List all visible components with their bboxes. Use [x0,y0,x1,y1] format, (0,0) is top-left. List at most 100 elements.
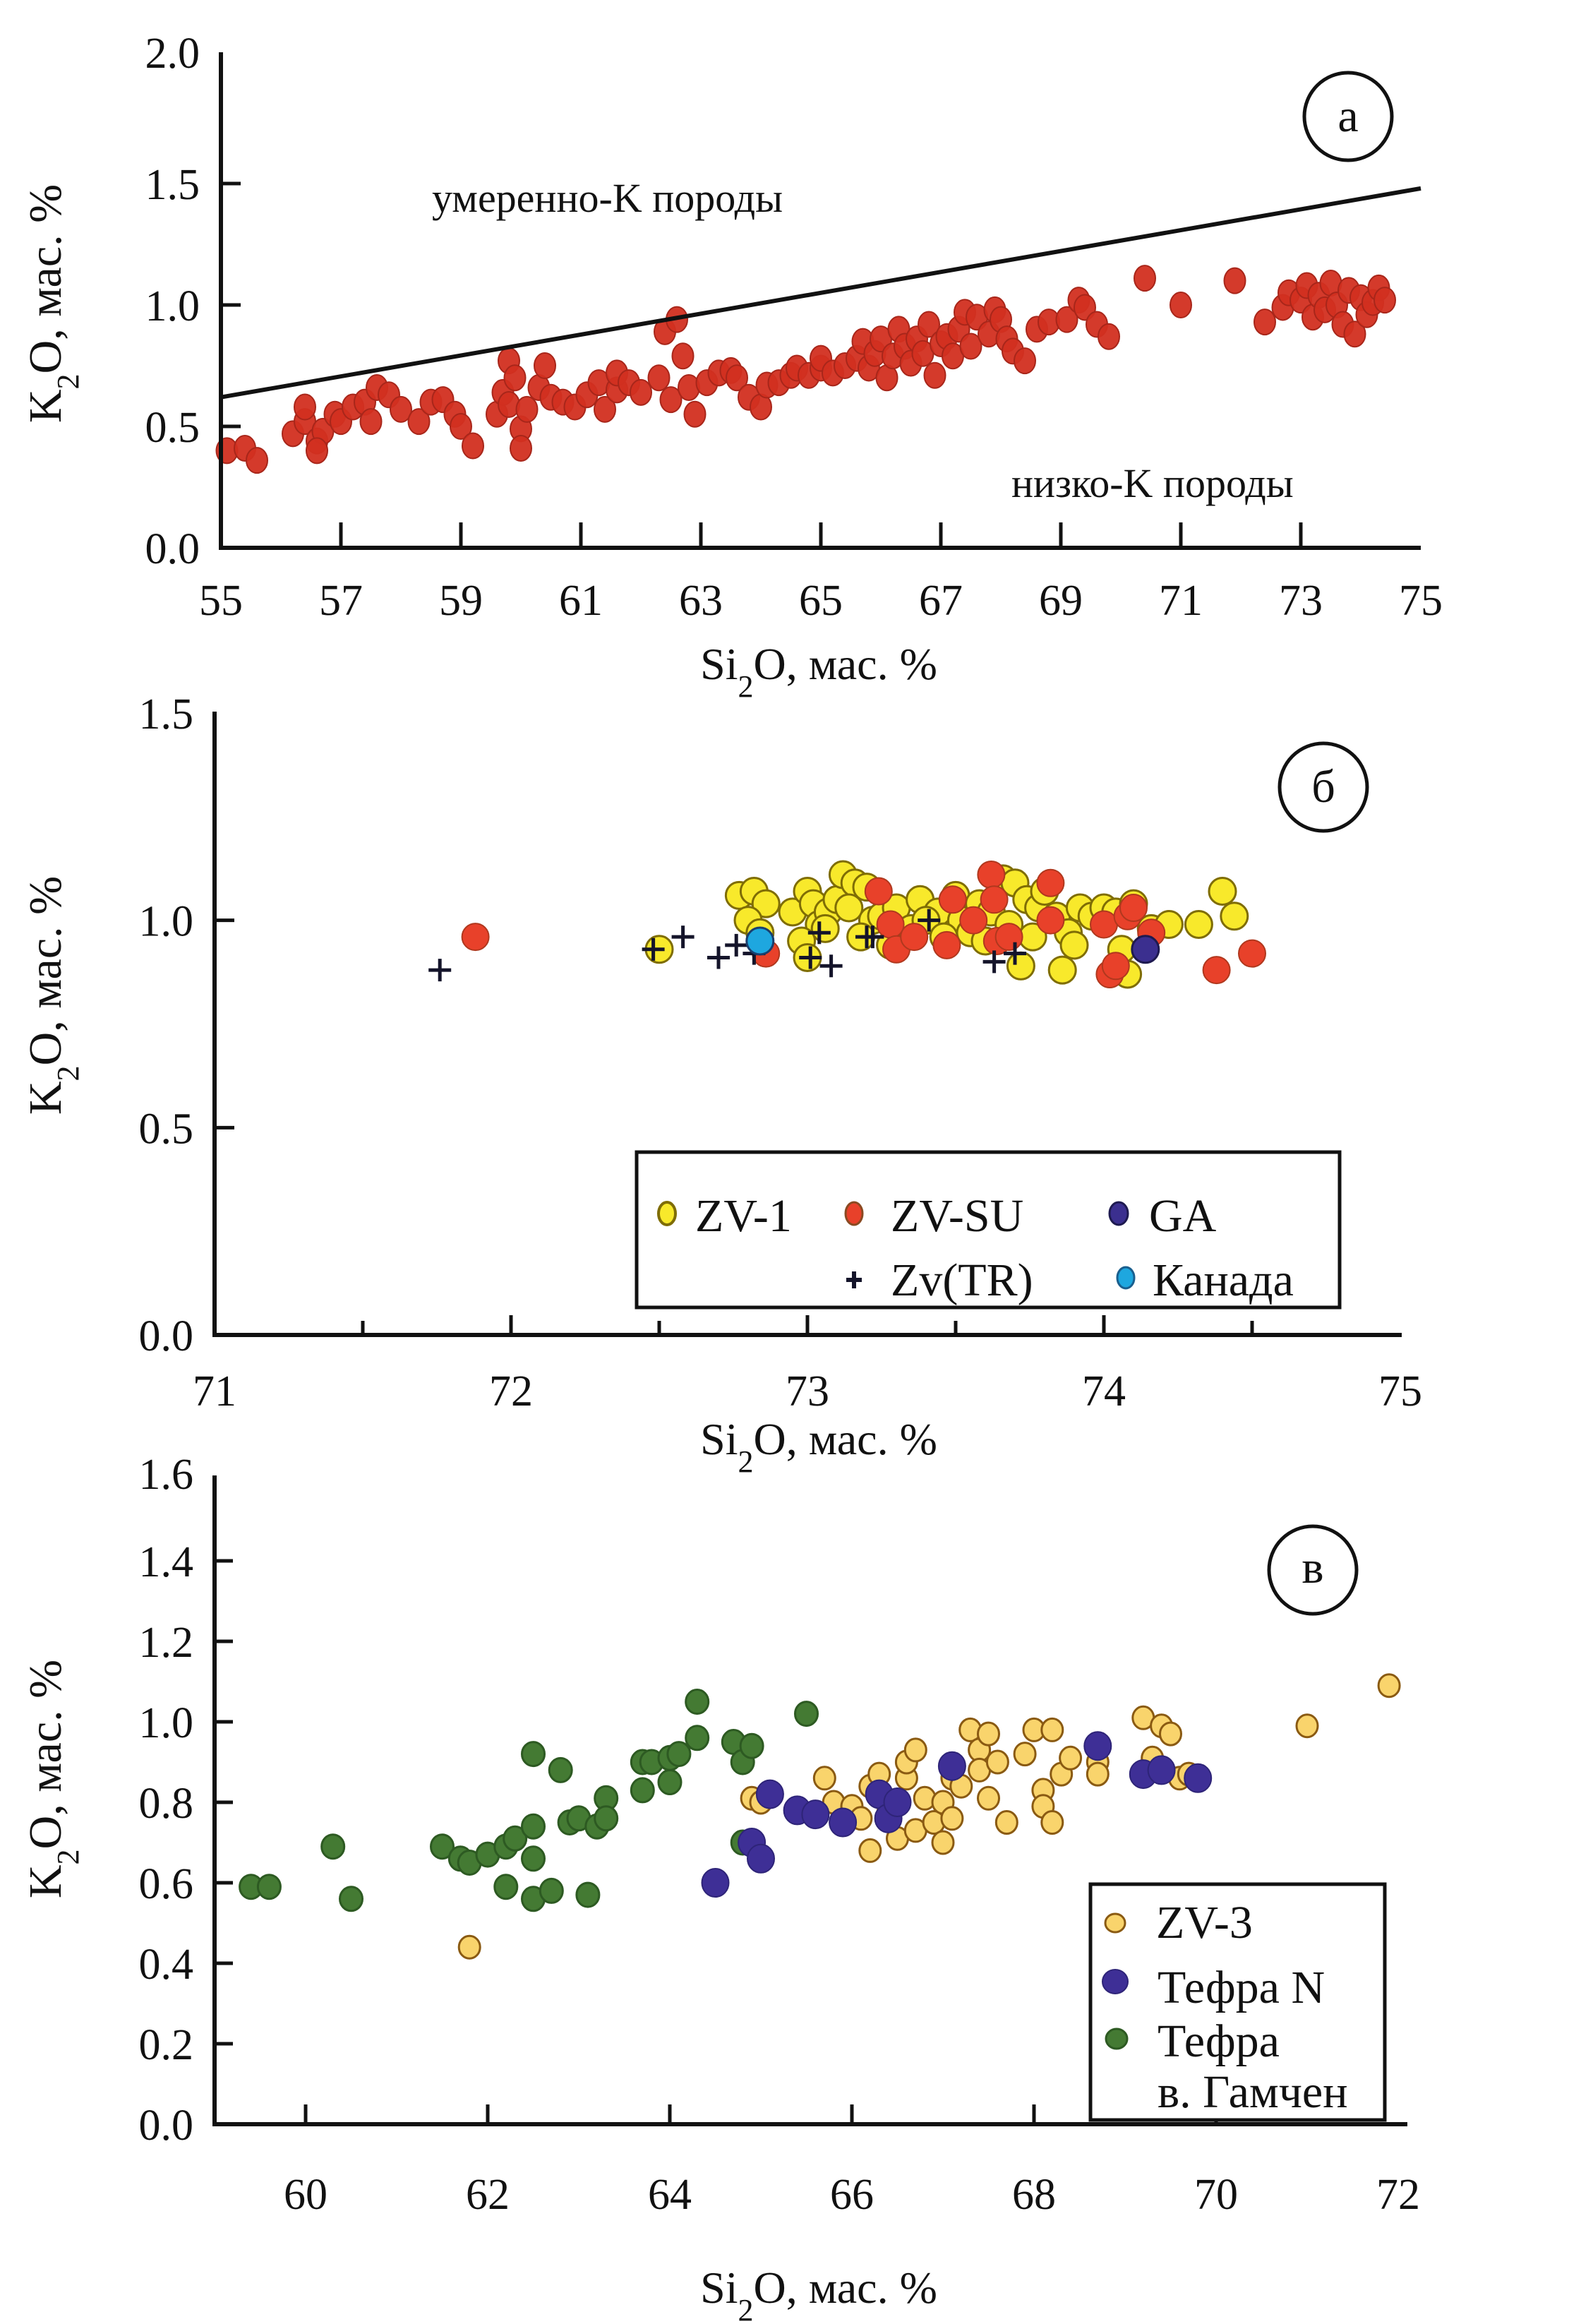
panel-a-point [294,393,316,421]
panel-b-point-zv-su [959,906,988,935]
panel-c-x-tick-label: 64 [648,2171,692,2219]
panel-b-point-zv-su [876,910,905,939]
panel-c-point-zv3 [1013,1742,1037,1767]
panel-a-y-tick-label: 0.0 [145,525,200,573]
panel-a-point [246,447,268,474]
panel-c-point-tephra-gamchen [630,1777,655,1804]
panel-b-point-zv-su [932,930,961,959]
panel-c-y-tick-label: 1.6 [139,1451,194,1499]
panel-b-point-zvtr [671,926,695,949]
panel-c-y-tick-label: 0.0 [139,2102,194,2150]
panel-b-point-zv-1 [751,889,781,918]
panel-b-point-zvtr [707,946,730,969]
legend-label-zvtr: Zv(TR) [891,1254,1033,1306]
panel-a-chart: 55 57 59 61 63 65 67 69 71 73 75 0.0 0.5 1.0 1.5 2.0 ум… [20,30,1443,704]
legend-marker-ga [1108,1201,1129,1226]
panel-a-x-tick-label: 67 [919,577,963,625]
panel-c-point-tephra-gamchen [539,1877,564,1904]
panel-b-point-zv-1 [810,914,840,943]
panel-c-points [239,1673,1401,1960]
panel-c-ticks: 60 62 64 66 68 70 72 0.0 0.2 0.4 0.6 0.8 1.0 1.2 1.4 1.… [139,1451,1421,2219]
panel-c-y-tick-label: 0.8 [139,1780,194,1828]
panel-c-x-tick-label: 62 [466,2171,510,2219]
legend-entry-zvtr: Zv(TR) [846,1254,1033,1306]
panel-b-label: б [1311,761,1335,813]
panel-b-legend: ZV-1 ZV-SU GA Zv(TR) Канада [635,1150,1342,1310]
panel-a-point [1223,267,1246,294]
panel-b-legend-box [635,1150,1342,1310]
panel-b-point-zv-1 [1006,951,1035,981]
panel-c-point-zv3 [858,1838,882,1863]
panel-b-x-tick-label: 71 [193,1367,236,1415]
panel-c-point-tephra-gamchen [685,1725,710,1751]
panel-b-point-zv-1 [1059,930,1089,960]
panel-c-point-zv3 [994,1810,1018,1835]
panel-c-x-tick-label: 68 [1012,2171,1056,2219]
panel-b-point-zv-su [938,885,967,914]
panel-c-point-tephra-gamchen [657,1769,683,1795]
panel-a-x-title: Si2O, мас. % [700,639,937,704]
panel-c-point-tephra-n [1083,1731,1112,1761]
panel-b-point-zv-su [864,877,893,906]
panel-c-point-tephra-gamchen [493,1874,519,1900]
panel-a-point [959,333,982,360]
panel-a-point [1373,287,1396,314]
panel-c-point-tephra-n [1184,1763,1213,1793]
panel-c-legend: ZV-3 Тефра N Тефра в. Гамчен [1088,1882,1387,2122]
panel-b-y-tick-label: 0.0 [139,1312,194,1360]
panel-b-point-zvtr [807,921,831,945]
panel-c-point-tephra-gamchen [339,1886,363,1912]
panel-a-x-tick-label: 61 [559,577,603,625]
legend-label-tephra-gamchen-line2: в. Гамчен [1158,2066,1348,2118]
panel-c-point-zv3 [1040,1717,1064,1742]
panel-a-point [503,364,527,392]
panel-b-point-zv-su [900,923,929,952]
panel-b-point-zv-su [1036,868,1065,897]
panel-a-point [1343,321,1366,348]
panel-c-point-tephra-n [701,1868,730,1898]
panel-c-point-tephra-gamchen [594,1805,619,1832]
panel-a-x-tick-label: 71 [1159,577,1203,625]
panel-b-point-zv-1 [1047,955,1077,985]
panel-b-point-zv-su [994,923,1023,952]
panel-a-point [534,352,556,379]
panel-b-point-zv-su [1036,906,1065,935]
panel-a-point [923,361,946,389]
legend-label-zv1: ZV-1 [695,1190,792,1242]
panel-c-x-title: Si2O, мас. % [700,2263,937,2324]
panel-a-ticks: 55 57 59 61 63 65 67 69 71 73 75 0.0 0.5 1.0 1.5 2.0 [145,30,1443,625]
panel-a-point [1134,265,1156,292]
legend-label-tephra-n: Тефра N [1158,1962,1325,2013]
panel-a-point [659,386,683,414]
panel-c-point-zv3 [812,1766,836,1791]
legend-entry-zv1: ZV-1 [657,1190,792,1242]
panel-b-point-zvtr [861,926,884,949]
panel-c-point-zv3 [1086,1761,1110,1787]
panel-c-point-tephra-gamchen [575,1881,601,1908]
panel-c-point-tephra-gamchen [521,1741,546,1768]
panel-c-point-tephra-gamchen [521,1845,546,1872]
panel-b-x-tick-label: 75 [1378,1367,1422,1415]
panel-b-point-zvtr [1004,942,1026,965]
panel-b-point-zv-su [1238,939,1266,968]
panel-c-point-tephra-gamchen [521,1813,546,1840]
legend-marker-zv3 [1104,1912,1126,1934]
panel-a-y-tick-label: 1.5 [145,161,200,209]
panel-c-x-tick-label: 70 [1194,2171,1238,2219]
panel-a-x-tick-label: 73 [1279,577,1323,625]
panel-b-point-zv-su [1119,894,1148,923]
legend-label-ga: GA [1149,1190,1217,1242]
panel-b-point-zv-1 [1184,910,1213,940]
panel-c-point-tephra-n [801,1799,830,1830]
panel-b-point-zv-su [1101,952,1130,981]
legend-entry-tephra-n: Тефра N [1102,1962,1325,2013]
panel-c-y-tick-label: 0.4 [139,1941,194,1989]
panel-b-y-title: K2O, мас. % [20,876,85,1115]
panel-a-point [918,311,940,338]
panel-a-x-tick-label: 55 [199,577,243,625]
panel-c-point-zv3 [1059,1745,1083,1771]
panel-b-chart: 71 72 73 74 75 0.0 0.5 1.0 1.5 б K2O, мас. % Si2… [20,690,1422,1479]
legend-entry-ga: GA [1108,1190,1217,1242]
panel-b-point-zv-su [1090,910,1118,939]
